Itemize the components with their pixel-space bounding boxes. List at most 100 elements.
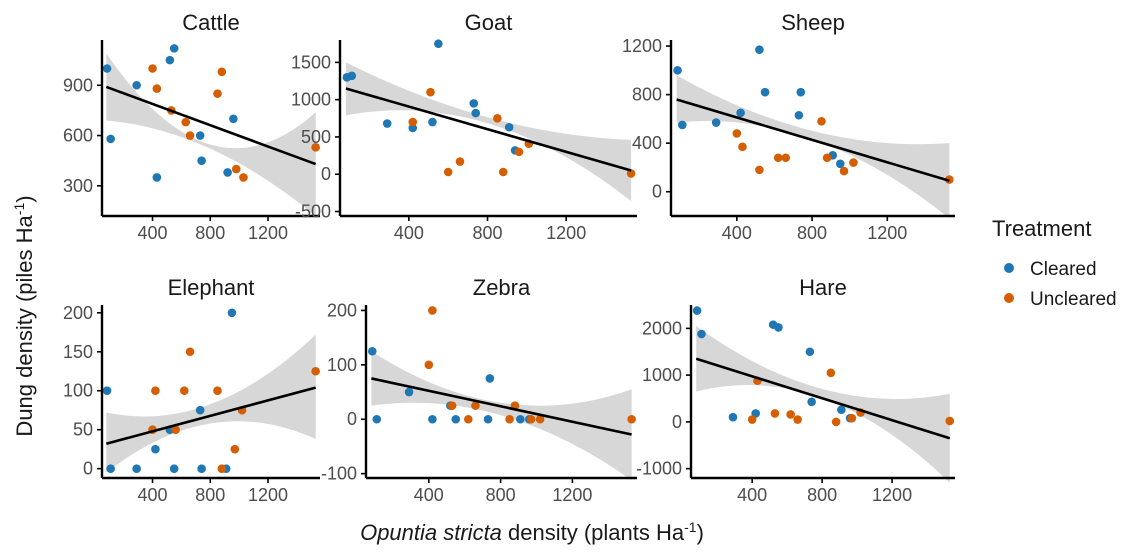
- point-cattle-cleared-3: [152, 173, 162, 182]
- legend-label-uncleared: Uncleared: [1030, 289, 1117, 310]
- point-zebra-cleared-3: [428, 414, 437, 424]
- point-cattle-uncleared-11: [152, 84, 162, 93]
- y-tick-label-sheep-400: 400: [632, 133, 662, 153]
- point-elephant-cleared-3: [151, 444, 160, 454]
- panel-sheep: Sheep 400 800 1200 0 400 800 1200: [622, 10, 955, 243]
- panel-title-elephant: Elephant: [168, 275, 255, 300]
- y-tick-label-cattle-300: 300: [63, 176, 93, 196]
- y-axis-title-main: Dung density (piles Ha: [12, 214, 37, 436]
- x-tick-label-goat-400: 400: [394, 223, 424, 243]
- point-goat-uncleared-12: [443, 167, 453, 177]
- point-sheep-cleared-5: [760, 87, 770, 97]
- point-hare-uncleared-17: [847, 413, 857, 423]
- point-sheep-cleared-3: [736, 108, 745, 118]
- y-tick-label-elephant-100: 100: [63, 381, 93, 401]
- y-tick-label-elephant-150: 150: [63, 342, 93, 362]
- panel-title-goat: Goat: [465, 10, 513, 35]
- y-tick-label-cattle-600: 600: [63, 126, 93, 146]
- x-axis-title-sup: -1: [684, 519, 697, 535]
- legend-label-cleared: Cleared: [1030, 259, 1097, 280]
- x-tick-label-elephant-800: 800: [195, 485, 225, 505]
- fit-line-zebra: [371, 377, 632, 436]
- confidence-band-cattle: [106, 53, 316, 217]
- point-zebra-cleared-2: [404, 387, 414, 397]
- point-cattle-uncleared-10: [148, 64, 157, 73]
- point-goat-uncleared-16: [514, 147, 524, 157]
- y-tick-label-elephant-50: 50: [73, 420, 93, 440]
- point-sheep-uncleared-10: [732, 129, 742, 138]
- x-tick-label-hare-1200: 1200: [872, 485, 912, 505]
- point-zebra-uncleared-17: [526, 414, 536, 424]
- point-cattle-cleared-2: [132, 80, 141, 90]
- point-sheep-cleared-6: [794, 110, 804, 120]
- point-cattle-cleared-9: [229, 114, 238, 124]
- point-hare-uncleared-14: [793, 415, 802, 424]
- point-cattle-uncleared-14: [185, 131, 195, 140]
- point-elephant-uncleared-15: [213, 386, 222, 396]
- x-axis-title: Opuntia stricta density (plants Ha-1): [360, 519, 704, 545]
- point-cattle-cleared-8: [223, 168, 232, 177]
- point-elephant-uncleared-11: [151, 386, 160, 396]
- y-axis-title: Dung density (piles Ha-1): [11, 195, 37, 436]
- x-tick-label-sheep-400: 400: [722, 223, 752, 243]
- point-goat-uncleared-18: [626, 169, 636, 178]
- point-cattle-uncleared-13: [181, 117, 191, 127]
- legend-title: Treatment: [992, 216, 1091, 241]
- panel-goat: Goat 400 800 1200 -500 0 500 1000 1500: [291, 10, 637, 243]
- point-zebra-cleared-8: [516, 414, 525, 424]
- y-tick-label-sheep-0: 0: [652, 182, 662, 202]
- point-goat-cleared-5: [434, 39, 443, 49]
- x-tick-label-zebra-800: 800: [486, 485, 516, 505]
- legend: Treatment Cleared Uncleared: [992, 216, 1117, 310]
- point-elephant-uncleared-19: [311, 366, 320, 376]
- point-zebra-uncleared-14: [471, 401, 480, 410]
- panel-title-sheep: Sheep: [781, 10, 845, 35]
- point-elephant-cleared-6: [195, 405, 205, 415]
- point-zebra-uncleared-11: [428, 306, 437, 315]
- point-cattle-uncleared-15: [213, 89, 222, 98]
- point-sheep-uncleared-14: [781, 153, 791, 163]
- point-zebra-uncleared-15: [505, 414, 514, 424]
- point-hare-cleared-6: [805, 347, 815, 357]
- point-goat-uncleared-13: [455, 157, 465, 166]
- point-goat-uncleared-10: [408, 117, 418, 127]
- x-tick-label-elephant-1200: 1200: [248, 485, 288, 505]
- point-cattle-cleared-4: [165, 55, 175, 65]
- confidence-band-goat: [345, 62, 632, 202]
- point-hare-uncleared-16: [831, 417, 841, 427]
- y-tick-label-zebra-0: 0: [347, 409, 357, 429]
- fit-line-elephant: [105, 386, 317, 445]
- x-tick-label-sheep-1200: 1200: [867, 223, 907, 243]
- point-cattle-uncleared-17: [231, 164, 241, 174]
- point-sheep-cleared-1: [677, 120, 687, 130]
- fit-line-goat: [345, 87, 632, 172]
- x-axis-title-italic: Opuntia stricta: [360, 520, 502, 545]
- point-sheep-uncleared-11: [738, 142, 747, 152]
- x-tick-label-sheep-800: 800: [797, 223, 827, 243]
- point-sheep-cleared-0: [673, 66, 682, 75]
- point-zebra-uncleared-12: [447, 401, 457, 410]
- point-goat-uncleared-11: [426, 87, 435, 97]
- x-tick-label-goat-800: 800: [472, 223, 502, 243]
- point-sheep-uncleared-17: [839, 166, 849, 176]
- panel-elephant: Elephant 400 800 1200 0 50 100 150 200: [63, 275, 320, 505]
- y-axis-title-sup: -1: [11, 203, 27, 216]
- fit-line-hare: [695, 357, 951, 440]
- x-axis-title-close: ): [697, 520, 704, 545]
- y-tick-label-zebra-200: 200: [327, 300, 357, 320]
- x-tick-label-goat-1200: 1200: [546, 223, 586, 243]
- point-zebra-uncleared-19: [627, 414, 636, 424]
- y-tick-label-zebra-100: 100: [327, 355, 357, 375]
- y-tick-label-elephant-0: 0: [83, 459, 93, 479]
- point-goat-uncleared-14: [493, 114, 502, 123]
- confidence-band-zebra: [371, 351, 632, 481]
- point-zebra-uncleared-10: [424, 360, 434, 370]
- x-axis-title-rest: density (plants Ha: [502, 520, 685, 545]
- y-tick-label-elephant-200: 200: [63, 303, 93, 323]
- point-goat-cleared-1: [347, 71, 357, 81]
- point-cattle-cleared-7: [197, 156, 206, 165]
- panel-title-cattle: Cattle: [182, 10, 239, 35]
- y-tick-label-goat-0: 0: [321, 164, 331, 184]
